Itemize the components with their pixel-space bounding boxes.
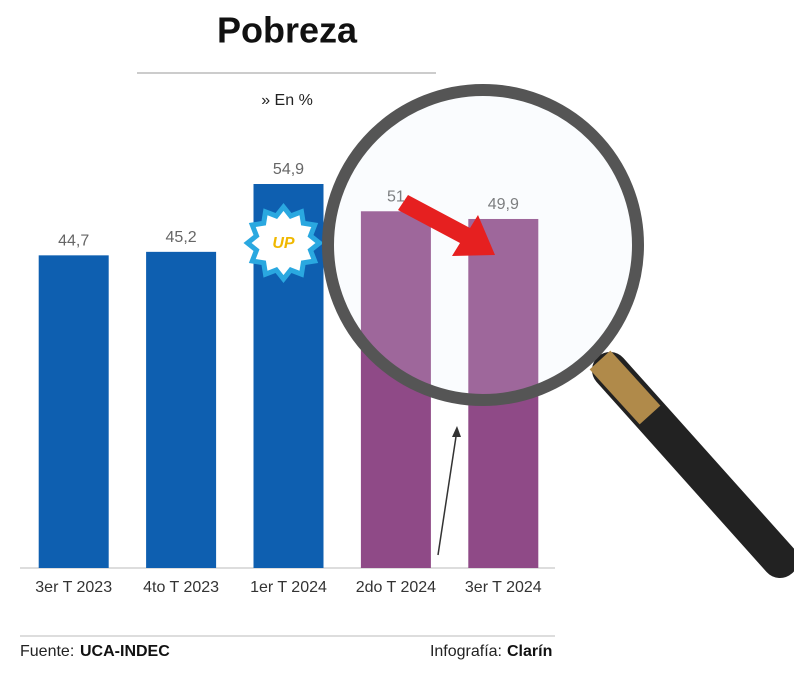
x-tick-label: 3er T 2024	[465, 579, 542, 596]
chart-title: Pobreza	[217, 10, 358, 51]
credit-value: Clarín	[507, 643, 552, 660]
credit-label: Infografía:	[430, 643, 502, 660]
bar	[146, 251, 217, 569]
value-label: 44,7	[58, 233, 89, 250]
value-label: 51	[387, 188, 405, 205]
magnifier-collar	[589, 350, 661, 425]
x-tick-label: 1er T 2024	[250, 579, 327, 596]
bar	[38, 255, 109, 568]
x-tick-label: 2do T 2024	[356, 579, 436, 596]
source-value: UCA-INDEC	[80, 643, 170, 660]
magnifier	[322, 84, 794, 578]
x-tick-label: 3er T 2023	[35, 579, 112, 596]
badge-star	[243, 202, 324, 284]
value-label: 45,2	[166, 229, 197, 246]
x-tick-label: 4to T 2023	[143, 579, 219, 596]
badge-text: UP	[272, 235, 295, 252]
pointer-arrowhead	[452, 426, 461, 437]
value-label: 49,9	[488, 196, 519, 213]
value-label: 54,9	[273, 161, 304, 178]
subtitle: » En %	[261, 92, 313, 109]
source-label: Fuente:	[20, 643, 74, 660]
pointer-arrow	[437, 429, 458, 556]
down-arrow	[398, 195, 495, 256]
